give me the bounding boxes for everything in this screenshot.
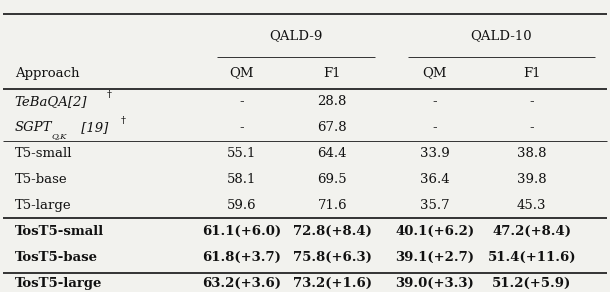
Text: T5-large: T5-large xyxy=(15,199,71,212)
Text: QALD-9: QALD-9 xyxy=(269,29,323,42)
Text: 39.8: 39.8 xyxy=(517,173,547,186)
Text: Q,K: Q,K xyxy=(51,132,66,140)
Text: 61.8(+3.7): 61.8(+3.7) xyxy=(202,251,281,264)
Text: 55.1: 55.1 xyxy=(227,147,256,160)
Text: 67.8: 67.8 xyxy=(317,121,347,134)
Text: 36.4: 36.4 xyxy=(420,173,450,186)
Text: 63.2(+3.6): 63.2(+3.6) xyxy=(202,277,281,290)
Text: 64.4: 64.4 xyxy=(317,147,347,160)
Text: 39.1(+2.7): 39.1(+2.7) xyxy=(395,251,475,264)
Text: TosT5-large: TosT5-large xyxy=(15,277,102,290)
Text: †: † xyxy=(107,90,112,99)
Text: F1: F1 xyxy=(523,67,540,79)
Text: 75.8(+6.3): 75.8(+6.3) xyxy=(293,251,371,264)
Text: Approach: Approach xyxy=(15,67,79,79)
Text: 69.5: 69.5 xyxy=(317,173,347,186)
Text: 59.6: 59.6 xyxy=(227,199,256,212)
Text: 35.7: 35.7 xyxy=(420,199,450,212)
Text: †: † xyxy=(121,116,126,125)
Text: -: - xyxy=(529,121,534,134)
Text: QALD-10: QALD-10 xyxy=(471,29,533,42)
Text: 51.4(+11.6): 51.4(+11.6) xyxy=(487,251,576,264)
Text: TosT5-base: TosT5-base xyxy=(15,251,98,264)
Text: T5-base: T5-base xyxy=(15,173,68,186)
Text: -: - xyxy=(529,95,534,108)
Text: 51.2(+5.9): 51.2(+5.9) xyxy=(492,277,572,290)
Text: 39.0(+3.3): 39.0(+3.3) xyxy=(395,277,475,290)
Text: 40.1(+6.2): 40.1(+6.2) xyxy=(395,225,475,238)
Text: 61.1(+6.0): 61.1(+6.0) xyxy=(202,225,281,238)
Text: 72.8(+8.4): 72.8(+8.4) xyxy=(293,225,371,238)
Text: 47.2(+8.4): 47.2(+8.4) xyxy=(492,225,571,238)
Text: -: - xyxy=(239,121,244,134)
Text: 58.1: 58.1 xyxy=(227,173,256,186)
Text: 71.6: 71.6 xyxy=(317,199,347,212)
Text: -: - xyxy=(432,121,437,134)
Text: -: - xyxy=(239,95,244,108)
Text: QM: QM xyxy=(229,67,254,79)
Text: F1: F1 xyxy=(323,67,341,79)
Text: T5-small: T5-small xyxy=(15,147,73,160)
Text: TosT5-small: TosT5-small xyxy=(15,225,104,238)
Text: TeBaQA[2]: TeBaQA[2] xyxy=(15,95,87,108)
Text: -: - xyxy=(432,95,437,108)
Text: 33.9: 33.9 xyxy=(420,147,450,160)
Text: 45.3: 45.3 xyxy=(517,199,547,212)
Text: 38.8: 38.8 xyxy=(517,147,547,160)
Text: SGPT: SGPT xyxy=(15,121,52,134)
Text: 73.2(+1.6): 73.2(+1.6) xyxy=(293,277,371,290)
Text: QM: QM xyxy=(423,67,447,79)
Text: [19]: [19] xyxy=(77,121,109,134)
Text: 28.8: 28.8 xyxy=(318,95,347,108)
